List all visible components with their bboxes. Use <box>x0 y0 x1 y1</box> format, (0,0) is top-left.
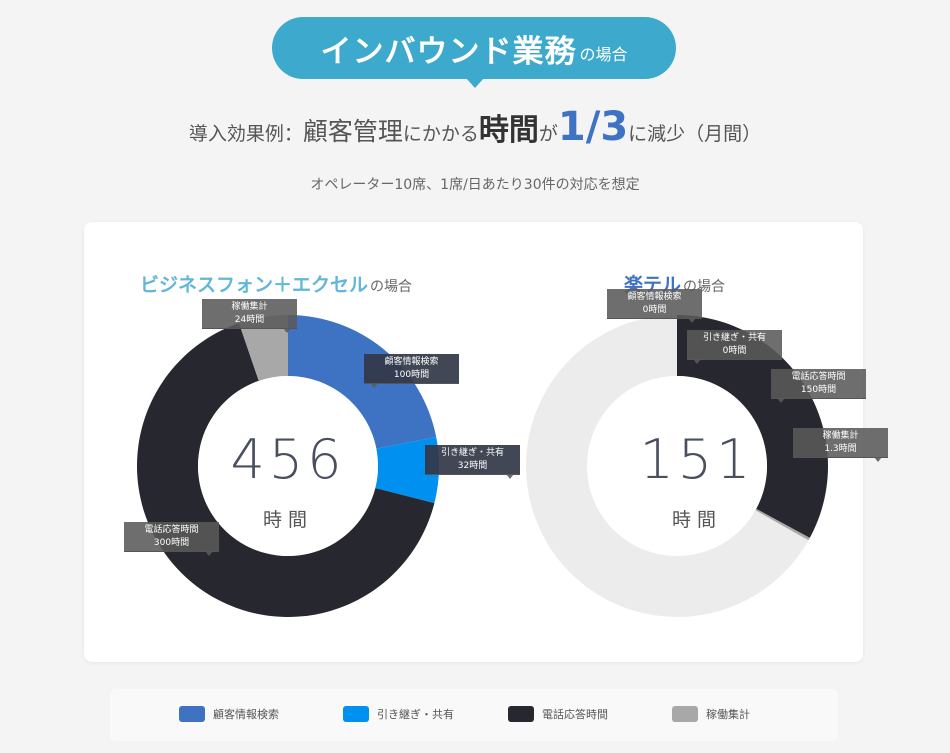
headline-part7: に減少（月間） <box>628 123 762 145</box>
legend-item-handover: 引き継ぎ・共有 <box>343 706 454 722</box>
right-label-aggregation: 稼働集計 1.3時間 <box>793 428 888 462</box>
left-total: 456 <box>230 428 346 491</box>
right-label-aggregation-value: 1.3時間 <box>824 444 857 454</box>
legend-item-aggregation: 稼働集計 <box>672 706 750 722</box>
right-label-customer-search-value: 0時間 <box>642 305 667 315</box>
right-total: 151 <box>639 428 755 491</box>
right-label-handover: 引き継ぎ・共有 0時間 <box>687 330 782 364</box>
headline: 導入効果例： 顧客管理 にかかる 時間 が 1/3 に減少（月間） <box>0 104 950 164</box>
headline-part1: 導入効果例： <box>188 123 303 145</box>
left-label-customer-search-value: 100時間 <box>393 370 430 380</box>
left-donut-hole <box>198 376 378 556</box>
headline-part2: 顧客管理 <box>302 117 403 146</box>
left-label-handover-value: 32時間 <box>457 461 488 471</box>
left-label-phone-value: 300時間 <box>153 538 190 548</box>
legend-item-customer-search: 顧客情報検索 <box>179 706 279 722</box>
headline-part4: 時間 <box>478 113 539 148</box>
right-label-handover-name: 引き継ぎ・共有 <box>702 333 766 343</box>
right-label-customer-search-name: 顧客情報検索 <box>627 292 682 302</box>
chart-title-left-main: ビジネスフォン＋エクセル <box>140 274 369 296</box>
chart-title-left: ビジネスフォン＋エクセル の場合 <box>140 270 412 297</box>
left-label-customer-search-name: 顧客情報検索 <box>384 357 439 367</box>
legend-label-aggregation: 稼働集計 <box>706 708 750 721</box>
left-slice-customer-search <box>288 315 437 449</box>
right-label-phone-name: 電話応答時間 <box>791 372 846 382</box>
legend-swatch-customer-search <box>179 706 205 722</box>
right-label-handover-value: 0時間 <box>722 346 747 356</box>
right-label-phone-value: 150時間 <box>800 385 837 395</box>
section-title-suffix: の場合 <box>579 45 628 64</box>
right-unit: 時間 <box>671 509 722 531</box>
legend-label-customer-search: 顧客情報検索 <box>213 708 279 721</box>
right-slice-aggregation <box>755 508 810 541</box>
legend-label-handover: 引き継ぎ・共有 <box>377 708 454 721</box>
left-label-aggregation-name: 稼働集計 <box>231 302 268 312</box>
legend-label-phone: 電話応答時間 <box>542 708 608 721</box>
left-label-phone: 電話応答時間 300時間 <box>124 522 219 556</box>
left-label-handover: 引き継ぎ・共有 32時間 <box>425 445 520 479</box>
right-donut-hole <box>587 376 767 556</box>
right-label-aggregation-name: 稼働集計 <box>822 431 859 441</box>
left-unit: 時間 <box>262 509 313 531</box>
left-label-handover-name: 引き継ぎ・共有 <box>440 448 504 458</box>
left-slice-handover <box>375 437 439 504</box>
legend-item-phone: 電話応答時間 <box>508 706 608 722</box>
legend-swatch-aggregation <box>672 706 698 722</box>
left-label-customer-search: 顧客情報検索 100時間 <box>364 354 459 388</box>
left-slice-aggregation <box>238 315 288 381</box>
legend: 顧客情報検索 引き継ぎ・共有 電話応答時間 稼働集計 <box>110 689 838 741</box>
chart-title-left-suffix: の場合 <box>370 279 413 295</box>
left-label-aggregation: 稼働集計 24時間 <box>202 299 297 333</box>
legend-swatch-handover <box>343 706 369 722</box>
headline-fraction: 1/3 <box>557 104 629 150</box>
headline-part5: が <box>538 123 558 145</box>
legend-swatch-phone <box>508 706 534 722</box>
assumption-note: オペレーター10席、1席/日あたり30件の対応を想定 <box>310 177 640 193</box>
right-label-customer-search: 顧客情報検索 0時間 <box>607 289 702 323</box>
section-title-main: インバウンド業務 <box>320 33 577 70</box>
left-label-phone-name: 電話応答時間 <box>144 525 199 535</box>
headline-part3: にかかる <box>402 123 479 145</box>
section-title: インバウンド業務 の場合 <box>272 17 676 88</box>
right-label-phone: 電話応答時間 150時間 <box>771 369 866 403</box>
left-label-aggregation-value: 24時間 <box>234 315 265 325</box>
